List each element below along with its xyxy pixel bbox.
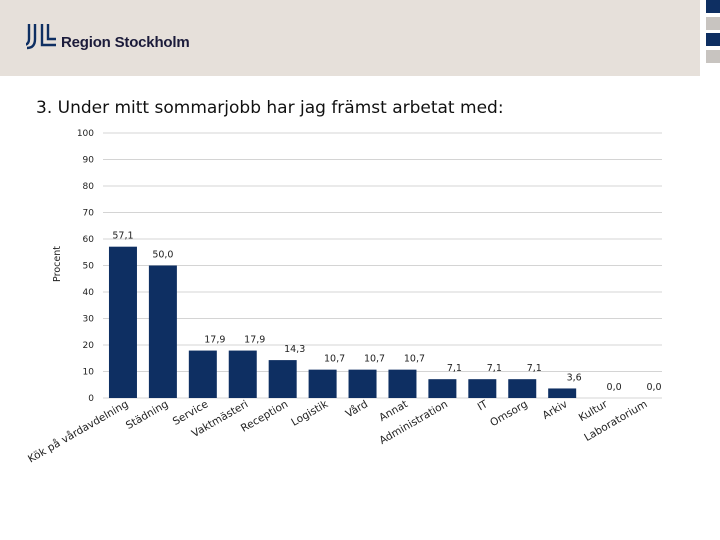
y-tick-label: 100 xyxy=(77,129,94,139)
y-axis-label: Procent xyxy=(52,246,63,282)
y-tick-label: 50 xyxy=(83,262,95,272)
bar xyxy=(348,369,377,398)
bar-value-label: 7,1 xyxy=(527,363,542,374)
category-label: IT xyxy=(476,398,491,413)
bar xyxy=(508,379,537,398)
bar-value-label: 10,7 xyxy=(404,354,425,365)
y-tick-label: 60 xyxy=(83,235,95,245)
bar-value-label: 10,7 xyxy=(324,354,345,365)
y-tick-label: 40 xyxy=(83,288,95,298)
bar xyxy=(268,360,297,398)
bar-value-label: 10,7 xyxy=(364,354,385,365)
bar-value-label: 14,3 xyxy=(284,344,305,355)
bar xyxy=(548,388,577,398)
header-bar: Region Stockholm xyxy=(0,0,700,76)
y-tick-label: 20 xyxy=(83,341,95,351)
bar xyxy=(468,379,497,398)
y-tick-label: 70 xyxy=(83,209,95,219)
y-tick-label: 10 xyxy=(83,368,95,378)
bar-value-label: 0,0 xyxy=(646,382,661,393)
accent-square xyxy=(706,33,720,46)
bar-value-label: 7,1 xyxy=(447,363,462,374)
y-tick-label: 0 xyxy=(88,394,94,404)
y-tick-label: 80 xyxy=(83,182,95,192)
accent-square xyxy=(706,0,720,13)
accent-square xyxy=(706,50,720,63)
bar-value-label: 0,0 xyxy=(607,382,622,393)
region-stockholm-logo-icon xyxy=(26,24,56,50)
bar xyxy=(188,350,217,398)
bar xyxy=(308,369,337,398)
bar-value-label: 7,1 xyxy=(487,363,502,374)
category-label: Kök på vårdavdelning xyxy=(26,397,131,465)
category-label: Administration xyxy=(377,398,450,447)
category-label: Arkiv xyxy=(541,398,570,422)
bar xyxy=(148,265,177,398)
bar-value-label: 17,9 xyxy=(204,335,225,346)
bar-value-label: 50,0 xyxy=(152,250,173,261)
bar xyxy=(428,379,457,398)
y-tick-label: 90 xyxy=(83,156,95,166)
page-title: 3. Under mitt sommarjobb har jag främst … xyxy=(36,98,504,118)
bar xyxy=(108,246,137,398)
bar xyxy=(228,350,257,398)
bar xyxy=(388,369,417,398)
y-tick-label: 30 xyxy=(83,315,95,325)
category-label: Städning xyxy=(124,398,171,432)
category-label: Omsorg xyxy=(488,398,530,429)
category-label: Vård xyxy=(343,397,370,420)
brand-name: Region Stockholm xyxy=(61,34,190,51)
bar-value-label: 17,9 xyxy=(244,335,265,346)
accent-square xyxy=(706,17,720,30)
bar-value-label: 3,6 xyxy=(567,372,582,383)
bar-value-label: 57,1 xyxy=(112,231,133,242)
category-label: Logistik xyxy=(289,398,331,429)
